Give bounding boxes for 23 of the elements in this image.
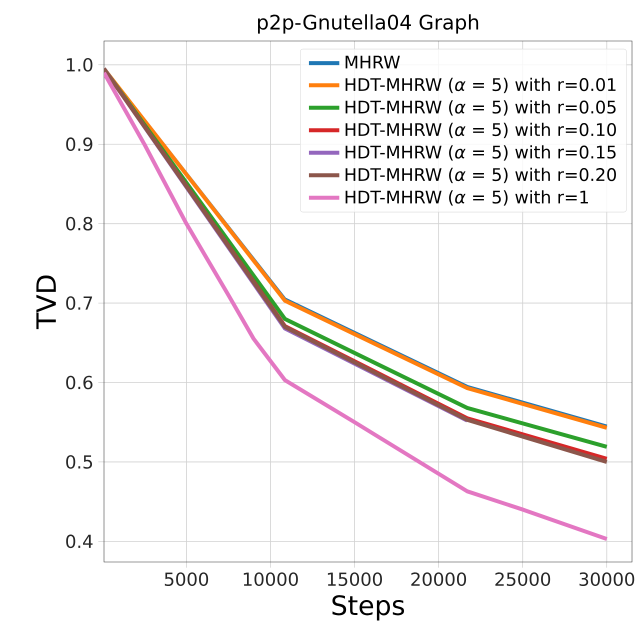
legend-label: HDT-MHRW (α = 5) with r=0.20 — [346, 168, 616, 184]
x-tick-label: 25000 — [495, 572, 550, 586]
y-axis-title: TVD — [36, 276, 56, 330]
y-tick-label: 0.8 — [66, 216, 92, 230]
x-tick-label: 20000 — [411, 572, 466, 586]
x-tick-label: 15000 — [328, 572, 382, 586]
legend-label: HDT-MHRW (α = 5) with r=0.05 — [346, 100, 616, 116]
legend-label: HDT-MHRW (α = 5) with r=1 — [346, 190, 588, 206]
legend-label: HDT-MHRW (α = 5) with r=0.15 — [346, 145, 616, 161]
y-tick-label: 0.6 — [66, 376, 92, 390]
x-tick-label: 30000 — [580, 572, 634, 586]
chart-title: p2p-Gnutella04 Graph — [258, 14, 478, 34]
y-tick-label: 0.7 — [66, 296, 92, 310]
y-tick-label: 0.9 — [66, 137, 92, 152]
legend-label: MHRW — [346, 56, 400, 68]
legend-label: HDT-MHRW (α = 5) with r=0.10 — [346, 122, 616, 138]
x-axis-title: Steps — [332, 595, 404, 621]
legend-label: HDT-MHRW (α = 5) with r=0.01 — [346, 78, 616, 94]
y-tick-label: 1.0 — [66, 58, 92, 72]
x-tick-label: 10000 — [244, 572, 298, 586]
y-tick-label: 0.5 — [66, 455, 92, 469]
x-tick-label: 5000 — [164, 572, 208, 586]
y-tick-label: 0.4 — [66, 534, 93, 548]
